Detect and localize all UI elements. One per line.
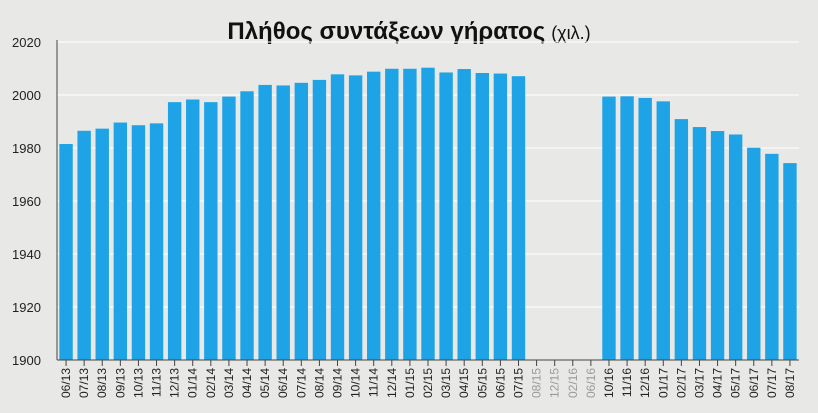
x-tick-label: 07/17 bbox=[765, 368, 779, 398]
x-tick-label: 02/14 bbox=[204, 368, 218, 398]
x-tick-label: 01/14 bbox=[186, 368, 200, 398]
x-tick-label: 04/14 bbox=[240, 368, 254, 398]
bar bbox=[493, 73, 508, 360]
y-tick-label: 1960 bbox=[12, 194, 41, 209]
y-axis-ticks: 1900 1920 1940 1960 1980 2000 2020 bbox=[12, 35, 41, 368]
x-tick-label: 08/17 bbox=[783, 368, 797, 398]
x-tick-label: 03/14 bbox=[222, 368, 236, 398]
x-tick-label: 11/14 bbox=[367, 368, 381, 397]
x-tick-label: 02/15 bbox=[421, 368, 435, 398]
bar bbox=[348, 75, 363, 360]
bars bbox=[59, 67, 797, 361]
x-tick-label: 09/14 bbox=[331, 368, 345, 398]
x-tick-label: 06/14 bbox=[276, 368, 290, 398]
y-tick-label: 1900 bbox=[12, 353, 41, 368]
x-tick-label: 12/15 bbox=[548, 368, 562, 398]
x-tick-label: 08/13 bbox=[95, 368, 109, 398]
x-tick-label: 07/14 bbox=[294, 368, 308, 398]
x-tick-label: 07/15 bbox=[511, 368, 525, 398]
bar bbox=[77, 130, 91, 360]
x-tick-label: 06/17 bbox=[747, 368, 761, 398]
x-tick-label: 10/16 bbox=[602, 368, 616, 398]
bar bbox=[511, 76, 526, 360]
bar bbox=[367, 71, 381, 361]
bar bbox=[403, 68, 417, 360]
x-tick-label: 05/17 bbox=[729, 368, 743, 398]
x-tick-label: 02/16 bbox=[566, 368, 580, 398]
x-tick-label: 06/13 bbox=[59, 368, 73, 398]
x-tick-label: 05/14 bbox=[258, 368, 272, 398]
bar bbox=[330, 74, 345, 360]
bar bbox=[765, 153, 779, 360]
bar bbox=[131, 125, 146, 361]
x-tick-label: 01/15 bbox=[403, 368, 417, 398]
bar bbox=[421, 67, 435, 360]
x-tick-label: 05/15 bbox=[475, 368, 489, 398]
bar bbox=[149, 123, 164, 360]
y-tick-label: 2020 bbox=[12, 35, 41, 50]
x-tick-label: 06/15 bbox=[493, 368, 507, 398]
bar bbox=[674, 119, 689, 361]
x-tick-label: 12/14 bbox=[385, 368, 399, 398]
bar bbox=[59, 144, 73, 360]
bar bbox=[728, 134, 743, 360]
bar bbox=[113, 122, 128, 360]
x-tick-label: 03/15 bbox=[439, 368, 453, 398]
bar bbox=[186, 99, 200, 360]
bar bbox=[294, 82, 309, 360]
bar bbox=[204, 102, 218, 360]
x-tick-label: 11/13 bbox=[150, 368, 164, 397]
bar bbox=[258, 84, 272, 361]
bar bbox=[167, 102, 182, 360]
x-tick-label: 04/17 bbox=[711, 368, 725, 398]
x-axis-ticks: 06/13 07/13 08/13 09/13 10/13 11/13 12/13 01/14… bbox=[59, 360, 797, 398]
bar bbox=[692, 127, 707, 360]
y-tick-label: 2000 bbox=[12, 88, 41, 103]
bar bbox=[385, 68, 399, 360]
x-tick-label: 02/17 bbox=[674, 368, 688, 398]
x-tick-label: 01/17 bbox=[656, 368, 670, 398]
bar bbox=[710, 131, 725, 360]
x-tick-label: 08/15 bbox=[530, 368, 544, 398]
x-tick-label: 10/13 bbox=[131, 368, 145, 398]
bar bbox=[240, 91, 254, 360]
x-tick-label: 08/14 bbox=[312, 368, 326, 398]
bar bbox=[638, 97, 652, 360]
bar bbox=[312, 79, 327, 361]
y-tick-label: 1920 bbox=[12, 300, 41, 315]
chart-unit: (χιλ.) bbox=[551, 23, 591, 43]
bar bbox=[276, 85, 290, 361]
y-tick-label: 1940 bbox=[12, 247, 41, 262]
x-tick-label: 04/15 bbox=[457, 368, 471, 398]
chart-title-block: Πλήθος συντάξεων γήρατος (χιλ.) bbox=[0, 18, 818, 46]
bar bbox=[95, 128, 109, 360]
bar bbox=[602, 96, 616, 360]
x-tick-label: 06/16 bbox=[584, 368, 598, 398]
bar bbox=[620, 96, 634, 360]
y-tick-label: 1980 bbox=[12, 141, 41, 156]
x-tick-label: 12/16 bbox=[638, 368, 652, 398]
x-tick-label: 10/14 bbox=[349, 368, 363, 398]
bar bbox=[656, 101, 670, 361]
x-tick-label: 03/17 bbox=[692, 368, 706, 398]
x-tick-label: 07/13 bbox=[77, 368, 91, 398]
x-tick-label: 12/13 bbox=[168, 368, 182, 398]
x-tick-label: 09/13 bbox=[113, 368, 127, 398]
bar bbox=[222, 96, 236, 360]
bar bbox=[439, 72, 453, 360]
chart-title: Πλήθος συντάξεων γήρατος bbox=[227, 18, 546, 45]
bar bbox=[747, 147, 761, 360]
x-tick-label: 11/16 bbox=[620, 368, 634, 397]
bar bbox=[783, 163, 797, 360]
bar bbox=[475, 73, 489, 360]
bar bbox=[457, 69, 471, 360]
